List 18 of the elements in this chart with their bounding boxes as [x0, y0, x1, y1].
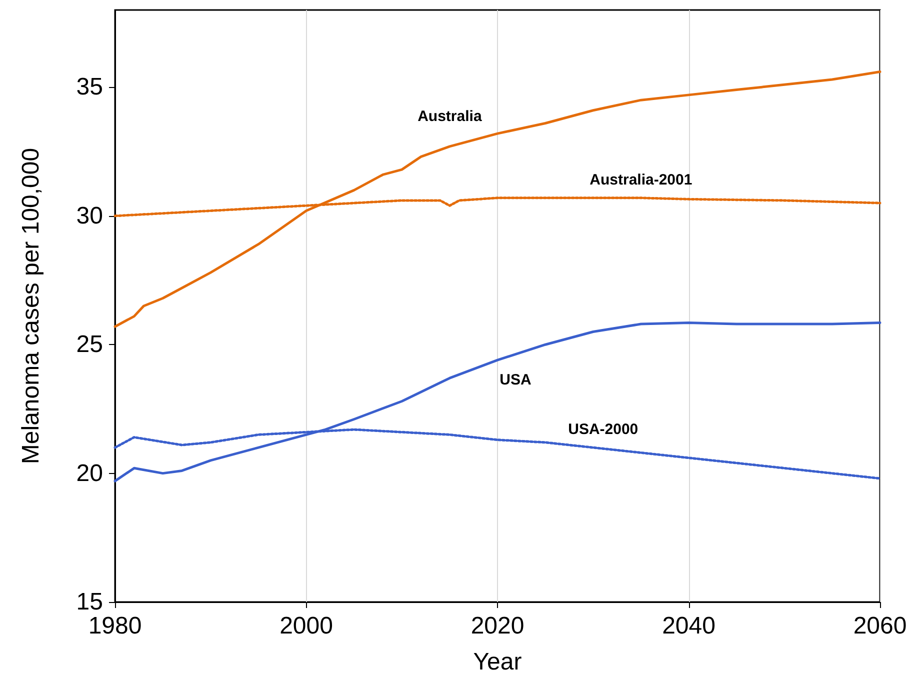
x-axis-title: Year	[473, 648, 522, 676]
x-tick-label: 2060	[853, 612, 907, 640]
y-tick-label: 20	[76, 460, 103, 487]
y-tick-label: 30	[76, 202, 103, 230]
x-tick-label: 2020	[470, 612, 524, 640]
y-tick-label: 15	[76, 588, 103, 616]
annotation: Australia-2001	[590, 171, 692, 188]
annotation: Australia	[418, 108, 482, 125]
y-tick-label: 35	[76, 74, 103, 101]
line-series	[114, 321, 882, 482]
x-tick-label: 1980	[88, 612, 142, 640]
x-tick-label: 2000	[280, 612, 333, 640]
line-series	[114, 70, 882, 328]
annotation: USA-2000	[568, 421, 638, 438]
x-tick-label: 2040	[662, 612, 716, 640]
annotation: USA	[500, 372, 532, 389]
y-axis-title: Melanoma cases per 100,000	[18, 148, 44, 464]
y-tick-label: 25	[76, 331, 103, 358]
